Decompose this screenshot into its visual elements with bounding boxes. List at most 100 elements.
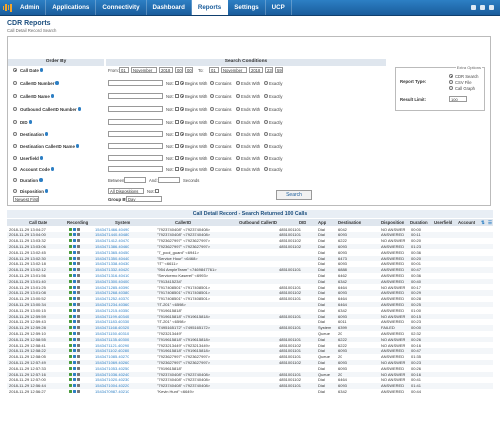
freepbx-logo-icon[interactable] xyxy=(0,0,14,15)
play-icon[interactable] xyxy=(69,372,72,376)
download-icon[interactable] xyxy=(73,343,76,347)
callerid-name-ends-radio[interactable] xyxy=(236,94,240,98)
system-cell[interactable]: 1543471300.40400 xyxy=(95,278,130,284)
download-icon[interactable] xyxy=(73,361,76,365)
info-icon[interactable] xyxy=(77,343,80,347)
table-row[interactable]: 2018-11-29 13:04:00 1543471440.40480 "7923… xyxy=(7,232,493,238)
nav-applications[interactable]: Applications xyxy=(46,0,97,15)
download-icon[interactable] xyxy=(73,308,76,312)
callerid-number-input[interactable] xyxy=(108,80,163,86)
info-icon[interactable] xyxy=(77,268,80,272)
order-callerid-name-radio[interactable] xyxy=(13,94,17,98)
outbound-callerid-input[interactable] xyxy=(108,106,163,112)
info-icon[interactable] xyxy=(77,250,80,254)
play-icon[interactable] xyxy=(69,279,72,283)
help-icon[interactable] xyxy=(44,132,49,136)
system-cell[interactable]: 1543471412.40470 xyxy=(95,238,130,244)
report-type-graph[interactable] xyxy=(449,86,453,90)
help-icon[interactable] xyxy=(39,68,44,72)
info-icon[interactable] xyxy=(77,384,80,388)
to-day-select[interactable]: 01 xyxy=(209,67,219,73)
download-icon[interactable] xyxy=(73,337,76,341)
userfield-exactly-radio[interactable] xyxy=(264,156,268,160)
order-destination-callerid-name-radio[interactable] xyxy=(13,144,17,148)
from-month-select[interactable]: November xyxy=(131,67,157,73)
did-input[interactable] xyxy=(108,119,163,125)
col-system[interactable]: System xyxy=(115,220,131,225)
order-callerid-number-radio[interactable] xyxy=(13,81,17,85)
table-row[interactable]: 2018-11-29 13:01:08 1543471268.40380 "7917… xyxy=(7,290,493,296)
system-cell[interactable]: 1543471332.40420 xyxy=(95,267,130,273)
col-duration[interactable]: Duration xyxy=(410,220,428,225)
table-row[interactable]: 2018-11-29 13:00:52 1543471252.40370 "7917… xyxy=(7,296,493,302)
info-icon[interactable] xyxy=(77,366,80,370)
order-did-radio[interactable] xyxy=(13,120,17,124)
table-row[interactable]: 2018-11-29 12:57:49 1543471069.40260 "7923… xyxy=(7,359,493,366)
callerid-number-ends-radio[interactable] xyxy=(236,81,240,85)
order-userfield-radio[interactable] xyxy=(13,156,17,160)
download-icon[interactable] xyxy=(73,326,76,330)
table-row[interactable]: 2018-11-29 12:59:59 1543471199.40340 "7919… xyxy=(7,313,493,320)
callerid-name-exactly-radio[interactable] xyxy=(264,94,268,98)
destination-callerid-name-ends-radio[interactable] xyxy=(236,144,240,148)
did-contains-radio[interactable] xyxy=(210,120,214,124)
table-row[interactable]: 2018-11-29 12:59:43 1543471183.40330 "IT-2… xyxy=(7,319,493,325)
play-icon[interactable] xyxy=(69,274,72,278)
destination-callerid-name-not-checkbox[interactable] xyxy=(175,144,179,148)
order-account-code-radio[interactable] xyxy=(13,167,17,171)
play-icon[interactable] xyxy=(69,337,72,341)
play-icon[interactable] xyxy=(69,366,72,370)
order-outbound-callerid-radio[interactable] xyxy=(13,107,17,111)
play-icon[interactable] xyxy=(69,314,72,318)
table-row[interactable]: 2018-11-29 12:57:33 1543471053.40250 "7919… xyxy=(7,366,493,372)
play-icon[interactable] xyxy=(69,361,72,365)
from-minute-select[interactable]: 00 xyxy=(185,67,193,73)
info-icon[interactable] xyxy=(77,227,80,231)
help-icon[interactable] xyxy=(55,81,59,85)
userfield-input[interactable] xyxy=(108,155,163,161)
help-icon[interactable] xyxy=(28,120,33,124)
info-icon[interactable] xyxy=(77,245,80,249)
info-icon[interactable] xyxy=(77,239,80,243)
play-icon[interactable] xyxy=(69,343,72,347)
table-row[interactable]: 2018-11-29 13:00:15 1543471215.40350 "7919… xyxy=(7,308,493,314)
callerid-number-contains-radio[interactable] xyxy=(210,81,214,85)
report-type-csv[interactable] xyxy=(449,80,453,84)
to-minute-select[interactable]: 59 xyxy=(275,67,283,73)
table-row[interactable]: 2018-11-29 13:03:06 1543471386.40460 "7923… xyxy=(7,243,493,250)
info-icon[interactable] xyxy=(77,378,80,382)
table-row[interactable]: 2018-11-29 13:00:34 1543471234.40360 "IT-2… xyxy=(7,301,493,308)
disposition-select[interactable]: All Dispositions xyxy=(108,188,144,194)
info-icon[interactable] xyxy=(77,285,80,289)
play-icon[interactable] xyxy=(69,378,72,382)
play-icon[interactable] xyxy=(69,332,72,336)
info-icon[interactable] xyxy=(77,332,80,336)
col-call-date[interactable]: Call Date xyxy=(29,220,48,225)
order-duration-radio[interactable] xyxy=(13,178,17,182)
system-cell[interactable]: 1543471102.40280 xyxy=(95,348,130,354)
download-icon[interactable] xyxy=(73,245,76,249)
destination-exactly-radio[interactable] xyxy=(264,132,268,136)
destination-input[interactable] xyxy=(108,131,163,137)
order-disposition-radio[interactable] xyxy=(13,189,17,193)
outbound-callerid-begins-radio[interactable] xyxy=(180,107,184,111)
outbound-callerid-not-checkbox[interactable] xyxy=(175,107,179,111)
help-icon[interactable] xyxy=(75,144,80,148)
account-code-begins-radio[interactable] xyxy=(180,167,184,171)
download-icon[interactable] xyxy=(73,355,76,359)
help-icon[interactable] xyxy=(44,189,49,193)
table-row[interactable]: 2018-11-29 13:02:12 1543471332.40420 "954 … xyxy=(7,267,493,273)
play-icon[interactable] xyxy=(69,245,72,249)
system-cell[interactable]: 1543471150.40310 xyxy=(95,330,130,336)
download-icon[interactable] xyxy=(73,291,76,295)
info-icon[interactable] xyxy=(77,314,80,318)
outbound-callerid-contains-radio[interactable] xyxy=(210,107,214,111)
system-cell[interactable]: 1543471199.40340 xyxy=(95,313,130,319)
table-row[interactable]: 2018-11-29 13:02:18 1543471338.40430 "IT" … xyxy=(7,261,493,267)
info-icon[interactable] xyxy=(77,262,80,266)
system-cell[interactable]: 1543471020.40230 xyxy=(95,377,130,383)
col-callerid[interactable]: CallerID xyxy=(175,220,192,225)
info-icon[interactable] xyxy=(77,297,80,301)
destination-callerid-name-contains-radio[interactable] xyxy=(210,144,214,148)
info-icon[interactable] xyxy=(77,279,80,283)
